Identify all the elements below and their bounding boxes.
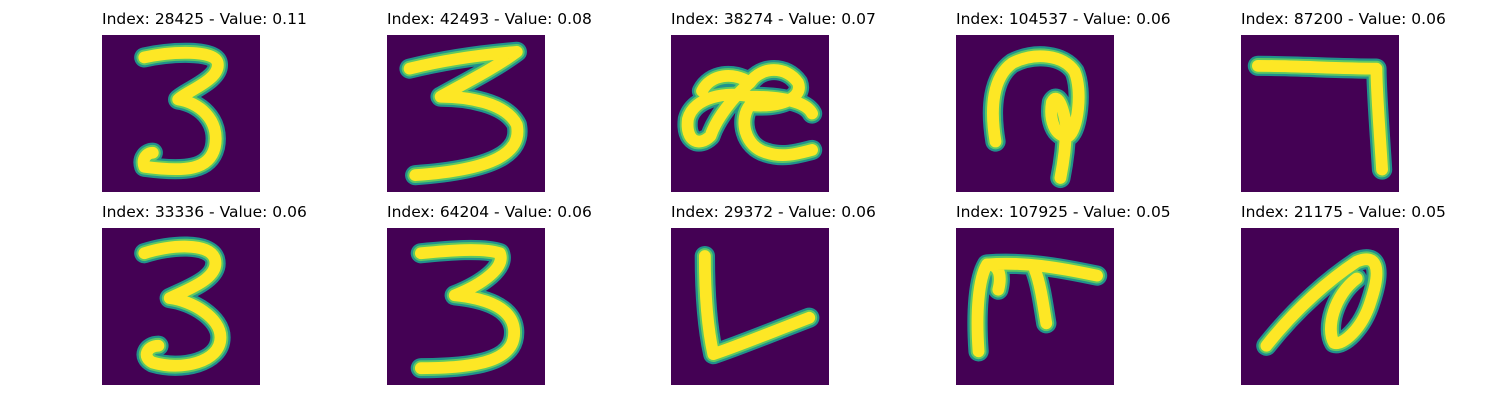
panel-title: Index: 29372 - Value: 0.06 [671, 203, 876, 221]
digit-image [956, 35, 1114, 192]
digit-image [1241, 228, 1399, 385]
panel-title: Index: 28425 - Value: 0.11 [102, 10, 307, 28]
digit-image [102, 35, 260, 192]
digit-image [102, 228, 260, 385]
digit-image [387, 35, 545, 192]
panel-title: Index: 64204 - Value: 0.06 [387, 203, 592, 221]
digit-image [387, 228, 545, 385]
panel-title: Index: 87200 - Value: 0.06 [1241, 10, 1446, 28]
panel-title: Index: 21175 - Value: 0.05 [1241, 203, 1446, 221]
digit-image [1241, 35, 1399, 192]
panel-title: Index: 42493 - Value: 0.08 [387, 10, 592, 28]
panel-title: Index: 38274 - Value: 0.07 [671, 10, 876, 28]
panel-title: Index: 104537 - Value: 0.06 [956, 10, 1171, 28]
panel-title: Index: 33336 - Value: 0.06 [102, 203, 307, 221]
panel-title: Index: 107925 - Value: 0.05 [956, 203, 1171, 221]
digit-image [671, 35, 829, 192]
digit-image [671, 228, 829, 385]
digit-image [956, 228, 1114, 385]
